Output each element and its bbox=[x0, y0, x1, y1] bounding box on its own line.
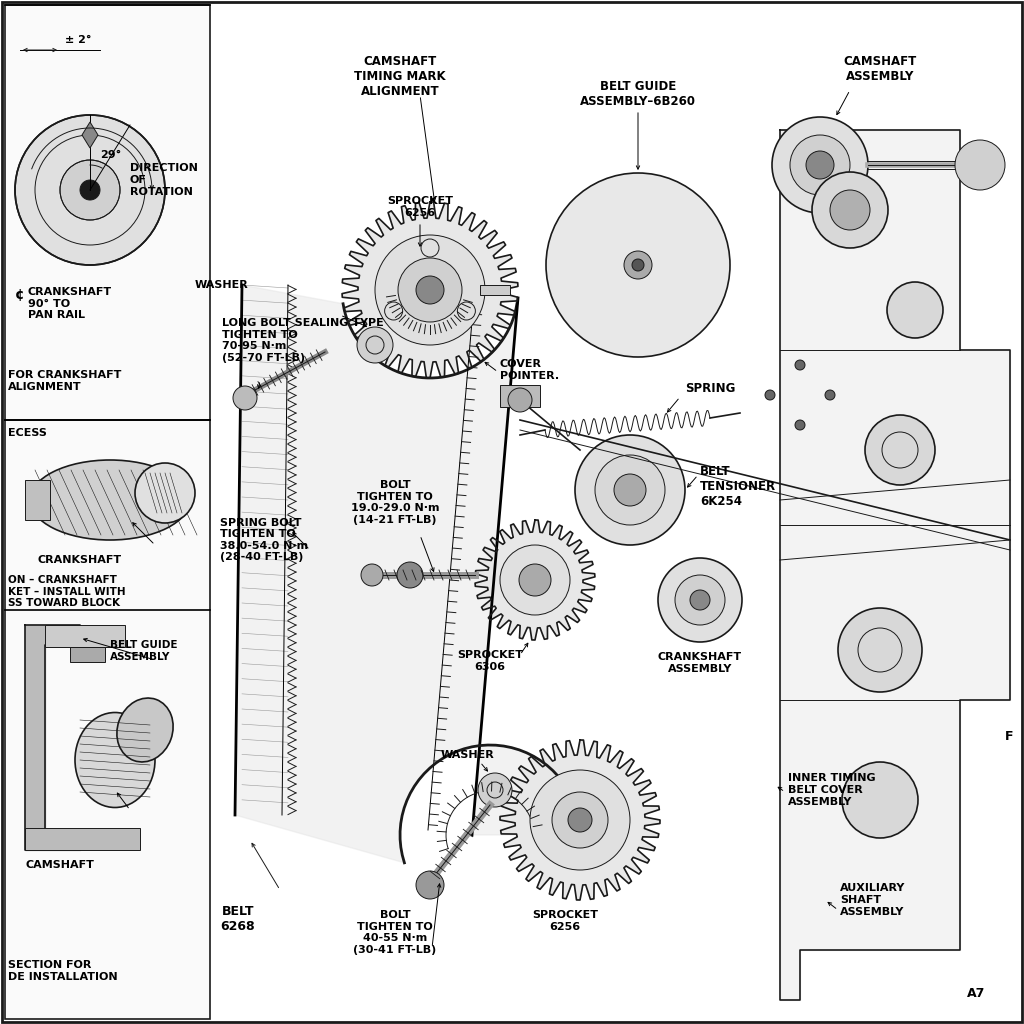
Circle shape bbox=[361, 564, 383, 586]
Circle shape bbox=[530, 770, 630, 870]
Text: BELT GUIDE
ASSEMBLY–6B260: BELT GUIDE ASSEMBLY–6B260 bbox=[580, 80, 696, 108]
Bar bbox=[70, 647, 105, 662]
Circle shape bbox=[825, 390, 835, 400]
Circle shape bbox=[568, 808, 592, 831]
Circle shape bbox=[60, 160, 120, 220]
Text: 29°: 29° bbox=[100, 150, 121, 160]
Circle shape bbox=[887, 282, 943, 338]
Circle shape bbox=[865, 415, 935, 485]
Polygon shape bbox=[82, 122, 98, 148]
Circle shape bbox=[416, 871, 444, 899]
Text: INNER TIMING
BELT COVER
ASSEMBLY: INNER TIMING BELT COVER ASSEMBLY bbox=[788, 773, 876, 807]
Circle shape bbox=[765, 390, 775, 400]
Circle shape bbox=[838, 608, 922, 692]
Text: A7: A7 bbox=[967, 987, 985, 1000]
Text: CAMSHAFT
ASSEMBLY: CAMSHAFT ASSEMBLY bbox=[844, 55, 916, 83]
Circle shape bbox=[398, 258, 462, 322]
Text: WASHER: WASHER bbox=[196, 280, 249, 290]
Circle shape bbox=[552, 792, 608, 848]
Text: SPRING: SPRING bbox=[685, 382, 735, 395]
Text: SECTION FOR
DE INSTALLATION: SECTION FOR DE INSTALLATION bbox=[8, 961, 118, 982]
Text: CRANKSHAFT
90° TO
PAN RAIL: CRANKSHAFT 90° TO PAN RAIL bbox=[28, 287, 112, 321]
Circle shape bbox=[772, 117, 868, 213]
Text: DIRECTION
OF
ROTATION: DIRECTION OF ROTATION bbox=[130, 164, 198, 197]
Bar bbox=[5, 5, 210, 1019]
Circle shape bbox=[675, 575, 725, 625]
Polygon shape bbox=[475, 520, 595, 640]
Text: CRANKSHAFT
ASSEMBLY: CRANKSHAFT ASSEMBLY bbox=[658, 652, 742, 674]
Circle shape bbox=[790, 135, 850, 195]
Bar bbox=[45, 625, 125, 647]
Text: SPROCKET
6256: SPROCKET 6256 bbox=[532, 910, 598, 932]
Text: LONG BOLT SEALING TYPE
TIGHTEN TO
70-95 N·m
(52-70 FT-LB): LONG BOLT SEALING TYPE TIGHTEN TO 70-95 … bbox=[222, 318, 384, 362]
Polygon shape bbox=[25, 625, 80, 850]
Text: ECESS: ECESS bbox=[8, 428, 47, 438]
Circle shape bbox=[690, 590, 710, 610]
Text: FOR CRANKSHAFT
ALIGNMENT: FOR CRANKSHAFT ALIGNMENT bbox=[8, 370, 122, 391]
Circle shape bbox=[575, 435, 685, 545]
Text: WASHER: WASHER bbox=[441, 750, 495, 760]
Ellipse shape bbox=[75, 713, 155, 808]
Text: SPROCKET
6306: SPROCKET 6306 bbox=[457, 650, 523, 672]
Text: CAMSHAFT
TIMING MARK
ALIGNMENT: CAMSHAFT TIMING MARK ALIGNMENT bbox=[354, 55, 445, 98]
Text: BELT
6268: BELT 6268 bbox=[221, 905, 255, 933]
Text: AUXILIARY
SHAFT
ASSEMBLY: AUXILIARY SHAFT ASSEMBLY bbox=[840, 884, 905, 916]
Circle shape bbox=[546, 173, 730, 357]
Polygon shape bbox=[342, 202, 518, 378]
Circle shape bbox=[812, 172, 888, 248]
Circle shape bbox=[416, 276, 444, 304]
Text: ¢: ¢ bbox=[15, 288, 25, 302]
Circle shape bbox=[519, 564, 551, 596]
Circle shape bbox=[478, 773, 512, 807]
Polygon shape bbox=[234, 285, 580, 863]
Circle shape bbox=[135, 463, 195, 523]
Circle shape bbox=[595, 455, 665, 525]
Circle shape bbox=[357, 327, 393, 362]
Text: CAMSHAFT: CAMSHAFT bbox=[26, 860, 94, 870]
Polygon shape bbox=[500, 740, 660, 900]
Circle shape bbox=[830, 190, 870, 230]
Bar bbox=[600, 460, 660, 520]
Circle shape bbox=[614, 474, 646, 506]
Text: BOLT
TIGHTEN TO
40-55 N·m
(30-41 FT-LB): BOLT TIGHTEN TO 40-55 N·m (30-41 FT-LB) bbox=[353, 910, 436, 954]
Bar bbox=[25, 828, 140, 850]
Text: SPRING BOLT
TIGHTEN TO
38.0-54.0 N·m
(28-40 FT-LB): SPRING BOLT TIGHTEN TO 38.0-54.0 N·m (28… bbox=[220, 517, 308, 562]
Circle shape bbox=[632, 259, 644, 271]
Text: BOLT
TIGHTEN TO
19.0-29.0 N·m
(14-21 FT-LB): BOLT TIGHTEN TO 19.0-29.0 N·m (14-21 FT-… bbox=[351, 480, 439, 524]
Circle shape bbox=[955, 140, 1005, 190]
Polygon shape bbox=[780, 130, 1010, 1000]
Ellipse shape bbox=[117, 698, 173, 762]
Text: BELT GUIDE
ASSEMBLY: BELT GUIDE ASSEMBLY bbox=[110, 640, 177, 662]
Bar bbox=[480, 285, 510, 295]
Text: F: F bbox=[1005, 730, 1014, 743]
Circle shape bbox=[80, 180, 100, 200]
Circle shape bbox=[15, 115, 165, 265]
Circle shape bbox=[233, 386, 257, 410]
Text: ON – CRANKSHAFT
KET – INSTALL WITH
SS TOWARD BLOCK: ON – CRANKSHAFT KET – INSTALL WITH SS TO… bbox=[8, 575, 126, 608]
Bar bbox=[500, 385, 540, 407]
Circle shape bbox=[624, 251, 652, 279]
Circle shape bbox=[397, 562, 423, 588]
Circle shape bbox=[500, 545, 570, 615]
Circle shape bbox=[508, 388, 532, 412]
Ellipse shape bbox=[30, 460, 190, 540]
Circle shape bbox=[795, 360, 805, 370]
Circle shape bbox=[375, 234, 485, 345]
Text: CRANKSHAFT: CRANKSHAFT bbox=[38, 555, 122, 565]
Circle shape bbox=[658, 558, 742, 642]
Text: COVER
POINTER.: COVER POINTER. bbox=[500, 359, 559, 381]
Circle shape bbox=[795, 420, 805, 430]
Text: BELT
TENSIONER
6K254: BELT TENSIONER 6K254 bbox=[700, 465, 776, 508]
Text: ± 2°: ± 2° bbox=[65, 35, 91, 45]
Circle shape bbox=[806, 151, 834, 179]
Bar bbox=[25, 480, 50, 520]
Circle shape bbox=[842, 762, 918, 838]
Text: SPROCKET
6256: SPROCKET 6256 bbox=[387, 197, 453, 218]
